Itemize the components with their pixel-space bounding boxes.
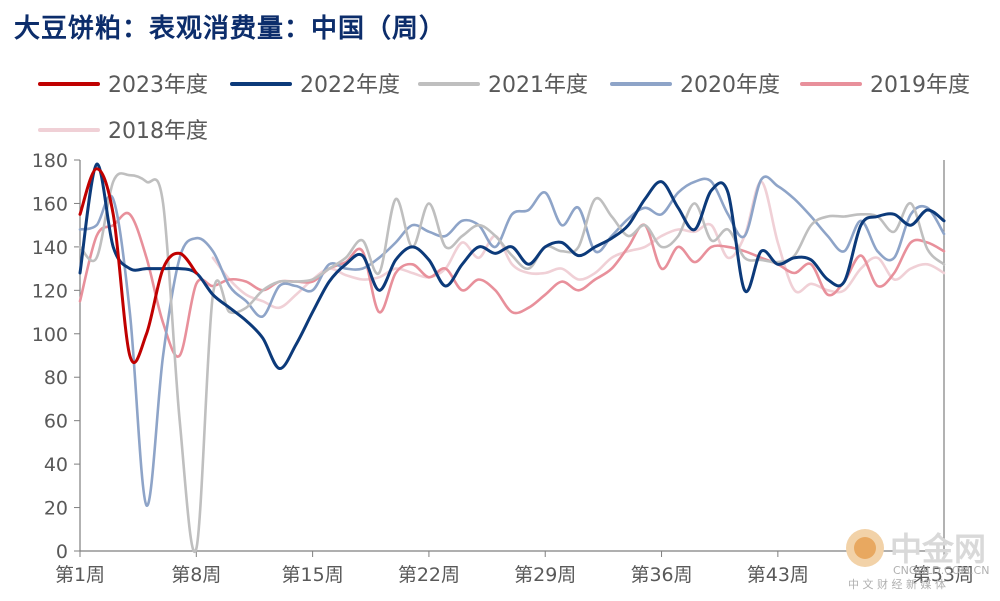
series-line-2022 (78, 162, 946, 370)
y-tick-label: 40 (44, 454, 68, 476)
series-line-2023 (78, 167, 198, 365)
x-tick-label: 第29周 (514, 564, 576, 586)
legend-label: 2021年度 (488, 73, 588, 98)
y-tick-label: 60 (44, 411, 68, 433)
legend-item-2018: 2018年度 (38, 119, 208, 144)
x-tick-label: 第53周 (912, 564, 974, 586)
legend-label: 2022年度 (300, 73, 400, 98)
legend-label: 2019年度 (870, 73, 970, 98)
watermark-url: CNGOLD.COM.CN (893, 564, 989, 577)
legend-item-2021: 2021年度 (418, 73, 588, 98)
x-tick-label: 第8周 (171, 564, 221, 586)
series-line-2021 (78, 172, 946, 553)
x-tick-label: 第43周 (747, 564, 809, 586)
x-tick-label: 第1周 (55, 564, 105, 586)
y-tick-label: 140 (32, 237, 68, 259)
legend-label: 2018年度 (108, 119, 208, 144)
chart-axes: 0 20 40 60 80 100 120 140 160 180 第1周 第8周 第15周 第22周 第2… (32, 150, 974, 586)
legend-item-2019: 2019年度 (800, 73, 970, 98)
y-tick-label: 120 (32, 280, 68, 302)
watermark: 中金网 CNGOLD.COM.CN 中 文 财 经 新 媒 体 (846, 529, 989, 591)
legend: 2023年度 2022年度 2021年度 2020年度 2019年度 2018年度 (38, 73, 970, 144)
legend-item-2023: 2023年度 (38, 73, 208, 98)
legend-label: 2023年度 (108, 73, 208, 98)
x-tick-label: 第36周 (630, 564, 692, 586)
series-lines (78, 162, 946, 553)
legend-item-2022: 2022年度 (230, 73, 400, 98)
y-tick-label: 160 (32, 193, 68, 215)
y-tick-label: 0 (56, 541, 68, 563)
y-tick-label: 180 (32, 150, 68, 172)
x-tick-label: 第15周 (282, 564, 344, 586)
y-tick-label: 80 (44, 367, 68, 389)
legend-label: 2020年度 (680, 73, 780, 98)
chart-title: 大豆饼粕：表观消费量：中国（周） (14, 14, 447, 44)
series-line-2020 (78, 175, 946, 507)
y-tick-label: 20 (44, 498, 68, 520)
watermark-logo-text: 中金网 (890, 530, 986, 568)
legend-item-2020: 2020年度 (610, 73, 780, 98)
y-tick-label: 100 (32, 324, 68, 346)
watermark-subtitle: 中 文 财 经 新 媒 体 (848, 577, 946, 591)
x-tick-label: 第22周 (398, 564, 460, 586)
